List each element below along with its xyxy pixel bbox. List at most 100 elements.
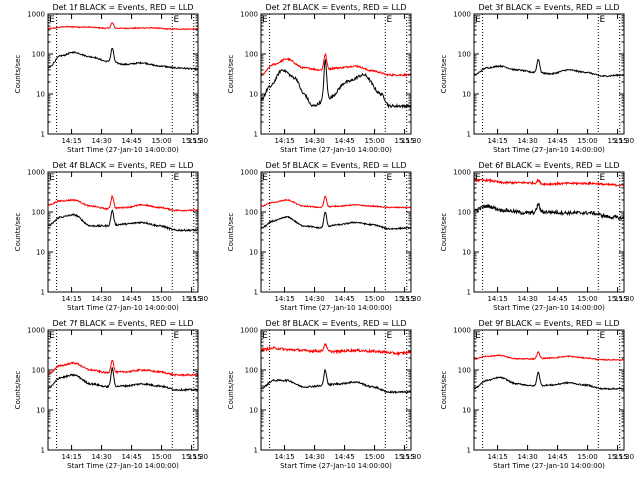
x-axis-label: Start Time (27-Jan-10 14:00:00) [280, 304, 392, 312]
series-line-lld [260, 342, 412, 357]
plot-frame [473, 171, 625, 293]
x-tick-label: 14:15 [487, 295, 507, 303]
x-tick-label: 15:00 [151, 137, 171, 145]
panel-title: Det 8f BLACK = Events, RED = LLD [265, 319, 406, 328]
y-axis-label: Counts/sec [14, 371, 22, 410]
x-tick-label: 15:00 [364, 453, 384, 461]
x-tick-label: 15:15 [607, 295, 627, 303]
x-tick-label: 15:00 [577, 295, 597, 303]
series-line-events [473, 371, 625, 391]
x-tick-label: 15:30 [401, 295, 421, 303]
y-tick-label: 100 [245, 367, 258, 375]
interval-marker: E [475, 331, 481, 341]
x-tick-label: 15:15 [394, 295, 414, 303]
y-tick-label: 100 [245, 209, 258, 217]
panel-5: Det 5f BLACK = Events, RED = LLD E E 1 10 100… [227, 161, 421, 312]
x-tick-label: 14:45 [334, 453, 354, 461]
interval-marker: E [475, 173, 481, 183]
x-tick-label: 15:15 [181, 295, 201, 303]
interval-marker: E [386, 15, 392, 25]
x-axis-label: Start Time (27-Jan-10 14:00:00) [280, 146, 392, 154]
y-tick-label: 1000 [240, 11, 258, 19]
y-tick-label: 10 [462, 249, 471, 257]
y-tick-label: 1 [254, 447, 258, 455]
panel-title: Det 3f BLACK = Events, RED = LLD [478, 3, 619, 12]
y-axis-label: Counts/sec [440, 371, 448, 410]
x-axis-label: Start Time (27-Jan-10 14:00:00) [67, 462, 179, 470]
series-line-events [260, 211, 412, 231]
y-tick-label: 1 [254, 289, 258, 297]
y-tick-label: 10 [36, 407, 45, 415]
x-tick-label: 14:30 [91, 137, 111, 145]
series-line-events [260, 58, 412, 110]
panel-title: Det 7f BLACK = Events, RED = LLD [52, 319, 193, 328]
y-tick-label: 10 [249, 91, 258, 99]
plot-frame [260, 329, 412, 451]
x-tick-label: 15:00 [364, 137, 384, 145]
y-tick-label: 1 [41, 289, 45, 297]
x-tick-label: 15:15 [394, 453, 414, 461]
y-tick-label: 100 [458, 209, 471, 217]
x-tick-label: 14:45 [547, 295, 567, 303]
y-tick-label: 10 [462, 91, 471, 99]
x-axis-label: Start Time (27-Jan-10 14:00:00) [280, 462, 392, 470]
series-line-events [47, 47, 199, 72]
interval-marker: E [173, 15, 179, 25]
y-tick-label: 100 [32, 367, 45, 375]
x-tick-label: 14:45 [547, 453, 567, 461]
y-tick-label: 1 [41, 131, 45, 139]
x-tick-label: 15:00 [151, 453, 171, 461]
y-tick-label: 100 [32, 209, 45, 217]
y-tick-label: 1000 [453, 327, 471, 335]
y-tick-label: 100 [32, 51, 45, 59]
y-tick-label: 10 [462, 407, 471, 415]
panel-8: Det 8f BLACK = Events, RED = LLD E E 1 10 100… [227, 319, 421, 470]
series-line-events [47, 367, 199, 392]
y-axis-label: Counts/sec [227, 371, 235, 410]
x-tick-label: 15:15 [181, 137, 201, 145]
x-tick-label: 15:30 [614, 137, 634, 145]
x-tick-label: 15:00 [151, 295, 171, 303]
y-tick-label: 1000 [240, 327, 258, 335]
x-tick-label: 14:15 [487, 453, 507, 461]
y-tick-label: 10 [36, 249, 45, 257]
y-tick-label: 1000 [27, 169, 45, 177]
x-tick-label: 14:45 [334, 137, 354, 145]
y-axis-label: Counts/sec [14, 213, 22, 252]
y-tick-label: 10 [249, 407, 258, 415]
panel-title: Det 1f BLACK = Events, RED = LLD [52, 3, 193, 12]
x-tick-label: 14:45 [334, 295, 354, 303]
plot-frame [47, 329, 199, 451]
x-tick-label: 15:15 [607, 137, 627, 145]
series-line-lld [473, 177, 625, 188]
x-tick-label: 14:30 [304, 453, 324, 461]
y-tick-label: 100 [458, 51, 471, 59]
x-tick-label: 15:30 [188, 453, 208, 461]
y-tick-label: 100 [245, 51, 258, 59]
panel-1: Det 1f BLACK = Events, RED = LLD E E 1 10 100… [14, 3, 208, 154]
x-tick-label: 14:45 [121, 295, 141, 303]
x-tick-label: 15:15 [394, 137, 414, 145]
x-tick-label: 15:00 [577, 453, 597, 461]
x-tick-label: 15:30 [614, 295, 634, 303]
y-axis-label: Counts/sec [440, 213, 448, 252]
panel-7: Det 7f BLACK = Events, RED = LLD E E 1 10 100… [14, 319, 208, 470]
series-line-lld [47, 359, 199, 378]
x-tick-label: 14:15 [274, 295, 294, 303]
y-tick-label: 1 [467, 447, 471, 455]
series-line-events [473, 58, 625, 78]
panel-3: Det 3f BLACK = Events, RED = LLD E E 1 10 100… [440, 3, 634, 154]
y-tick-label: 1000 [453, 11, 471, 19]
x-axis-label: Start Time (27-Jan-10 14:00:00) [67, 146, 179, 154]
plot-frame [260, 171, 412, 293]
interval-marker: E [49, 331, 55, 341]
y-tick-label: 10 [36, 91, 45, 99]
x-axis-label: Start Time (27-Jan-10 14:00:00) [493, 304, 605, 312]
x-axis-label: Start Time (27-Jan-10 14:00:00) [493, 462, 605, 470]
interval-marker: E [262, 173, 268, 183]
x-tick-label: 14:15 [487, 137, 507, 145]
x-tick-label: 14:30 [304, 295, 324, 303]
panel-title: Det 2f BLACK = Events, RED = LLD [265, 3, 406, 12]
plot-frame [473, 329, 625, 451]
